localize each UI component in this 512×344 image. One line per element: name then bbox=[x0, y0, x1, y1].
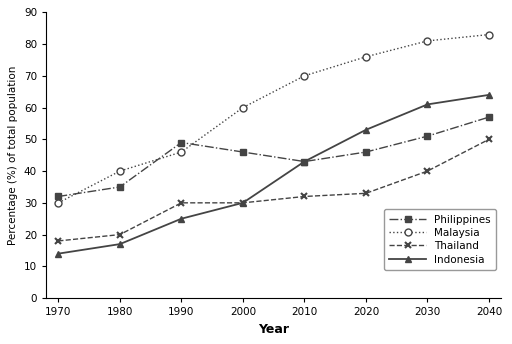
Malaysia bbox=[117, 169, 123, 173]
Malaysia bbox=[240, 106, 246, 110]
Indonesia bbox=[302, 160, 308, 164]
Indonesia bbox=[486, 93, 492, 97]
Malaysia bbox=[302, 74, 308, 78]
Malaysia bbox=[424, 39, 431, 43]
Philippines bbox=[55, 194, 61, 198]
Philippines bbox=[363, 150, 369, 154]
Indonesia bbox=[178, 217, 184, 221]
Line: Thailand: Thailand bbox=[55, 136, 493, 244]
Thailand bbox=[117, 233, 123, 237]
Malaysia bbox=[55, 201, 61, 205]
Thailand bbox=[424, 169, 431, 173]
Philippines bbox=[117, 185, 123, 189]
Thailand bbox=[302, 194, 308, 198]
Thailand bbox=[55, 239, 61, 243]
Malaysia bbox=[486, 32, 492, 36]
Y-axis label: Percentage (%) of total population: Percentage (%) of total population bbox=[8, 65, 18, 245]
Indonesia bbox=[240, 201, 246, 205]
Line: Malaysia: Malaysia bbox=[55, 31, 493, 206]
Philippines bbox=[486, 115, 492, 119]
Thailand bbox=[486, 137, 492, 141]
Indonesia bbox=[424, 103, 431, 107]
Malaysia bbox=[178, 150, 184, 154]
Philippines bbox=[302, 160, 308, 164]
Indonesia bbox=[55, 251, 61, 256]
Thailand bbox=[240, 201, 246, 205]
Line: Indonesia: Indonesia bbox=[55, 92, 493, 257]
Philippines bbox=[424, 134, 431, 138]
Thailand bbox=[178, 201, 184, 205]
Thailand bbox=[363, 191, 369, 195]
Indonesia bbox=[117, 242, 123, 246]
Indonesia bbox=[363, 128, 369, 132]
X-axis label: Year: Year bbox=[258, 323, 289, 336]
Line: Philippines: Philippines bbox=[55, 114, 492, 200]
Philippines bbox=[240, 150, 246, 154]
Malaysia bbox=[363, 55, 369, 59]
Philippines bbox=[178, 140, 184, 144]
Legend: Philippines, Malaysia, Thailand, Indonesia: Philippines, Malaysia, Thailand, Indones… bbox=[384, 209, 496, 270]
